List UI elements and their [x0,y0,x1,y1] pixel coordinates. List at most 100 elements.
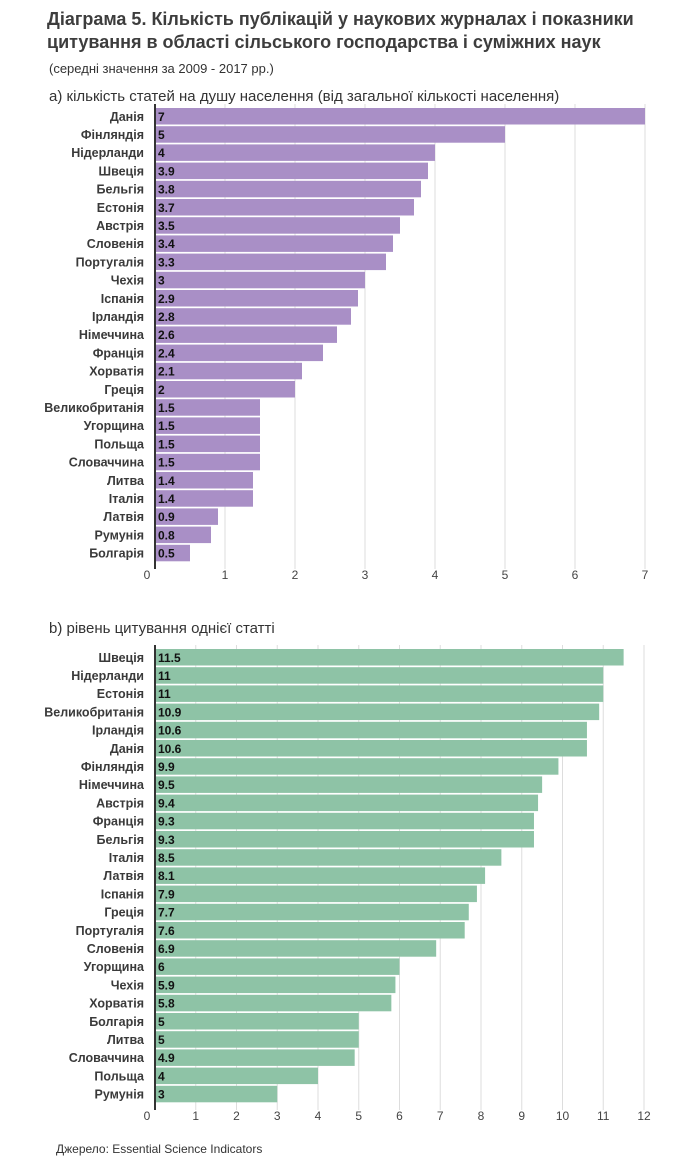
panel-a-data-label: 1.4 [158,474,175,488]
panel-b-bar [155,649,624,666]
panel-a-bar [155,526,211,544]
panel-b-category-label: Фінляндія [81,760,144,774]
panel-a-data-label: 2.1 [158,365,175,379]
panel-a-bar [155,344,323,362]
panel-a-category-label: Данія [110,110,144,124]
panel-a-bar [155,126,505,143]
panel-a-x-tick-label: 1 [222,568,229,582]
source-note: Джерело: Essential Science Indicators [56,1142,263,1156]
panel-b-x-tick-label: 4 [315,1109,322,1123]
panel-a-category-label: Чехія [111,274,144,288]
panel-a-bar [155,544,190,562]
panel-a-data-label: 3 [158,274,165,288]
panel-b-bar [155,812,534,830]
panel-b-category-label: Латвія [103,869,144,883]
panel-a-data-label: 7 [158,110,165,124]
panel-b-bar [155,1031,359,1048]
panel-b-category-label: Чехія [111,978,144,992]
panel-b-bar [155,1013,359,1030]
panel-a-bar [155,271,365,289]
panel-a-category-label: Греція [104,383,144,397]
panel-b-category-label: Естонія [97,687,144,701]
panel-a-category-label: Болгарія [89,547,144,561]
panel-b-category-label: Франція [93,815,144,829]
panel-b-bar [155,667,604,684]
panel-a-category-label: Франція [93,346,144,360]
panel-a-data-label: 3.8 [158,183,175,197]
panel-b-category-label: Данія [110,742,144,756]
panel-b-data-label: 5.8 [158,997,175,1011]
panel-a-category-label: Румунія [95,528,144,542]
panel-b-data-label: 9.3 [158,815,175,829]
panel-b-bar [155,940,437,957]
panel-a-data-label: 1.4 [158,492,175,506]
panel-a-category-label: Угорщина [84,419,145,433]
panel-b-data-label: 10.6 [158,724,182,738]
panel-b-data-label: 10.9 [158,705,182,719]
panel-a-data-label: 2.4 [158,346,175,360]
panel-b-data-label: 5.9 [158,978,175,992]
panel-a-bar [155,199,414,216]
panel-b-x-tick-label: 10 [556,1109,570,1123]
panel-b-category-label: Німеччина [79,778,145,792]
panel-b-bar [155,849,502,866]
panel-a-data-label: 1.5 [158,437,175,451]
panel-a-title: а) кількість статей на душу населення (в… [49,88,560,105]
panel-b-category-label: Італія [109,851,144,865]
panel-a-bar [155,326,337,343]
panel-a-data-label: 3.9 [158,164,175,178]
panel-a-x-tick-label: 2 [292,568,299,582]
panel-b-category-label: Іспанія [101,887,144,901]
panel-b-category-label: Польща [94,1069,145,1083]
panel-b-data-label: 8.1 [158,869,175,883]
panel-a-bar [155,217,400,234]
panel-b-x-tick-label: 5 [355,1109,362,1123]
panel-a-category-label: Австрія [96,219,144,233]
panel-a-category-label: Фінляндія [81,128,144,142]
panel-a-category-label: Італія [109,492,144,506]
panel-a-category-label: Великобританія [44,401,144,415]
panel-b-bar [155,758,559,775]
panel-a-category-label: Литва [107,474,145,488]
panel-b-category-label: Австрія [96,796,144,810]
panel-a-data-label: 1.5 [158,456,175,470]
panel-b-category-label: Словаччина [69,1051,145,1065]
panel-b-bar [155,867,486,884]
panel-a-data-label: 3.5 [158,219,175,233]
panel-b-category-label: Угорщина [84,960,145,974]
panel-b-bar [155,994,392,1012]
panel-a-bar [155,417,260,434]
panel-b-category-label: Словенія [87,942,144,956]
panel-b-category-label: Португалія [76,924,144,938]
panel-a-x-tick-label: 7 [642,568,649,582]
panel-a-data-label: 2.8 [158,310,175,324]
panel-a-bar [155,235,393,252]
panel-b-data-label: 7.9 [158,887,175,901]
panel-b-bar [155,1049,355,1066]
panel-b-data-label: 5 [158,1033,165,1047]
panel-b-data-label: 6 [158,960,165,974]
panel-a-data-label: 3.7 [158,201,175,215]
panel-b-category-label: Хорватія [89,997,144,1011]
panel-b-bar [155,1067,318,1085]
panel-b-data-label: 11 [158,669,171,683]
panel-b-bar [155,958,400,975]
panel-b-category-label: Литва [107,1033,145,1047]
panel-b-data-label: 7.6 [158,924,175,938]
chart-title: Діаграма 5. Кількість публікацій у науко… [47,9,634,52]
panel-a-bar [155,362,302,380]
panel-b-bar [155,903,469,921]
panel-b-category-label: Бельгія [96,833,144,847]
panel-b-x-tick-label: 2 [233,1109,240,1123]
panel-a-bar [155,108,645,125]
panel-b-x-tick-label: 12 [637,1109,651,1123]
panel-a-data-label: 3.3 [158,255,175,269]
panel-a-bar [155,180,421,198]
panel-b-x-tick-label: 8 [478,1109,485,1123]
panel-a-bar [155,490,253,507]
panel-a-bar [155,381,295,398]
panel-b-category-label: Румунія [95,1088,144,1102]
panel-b-bar [155,976,396,994]
panel-b-data-label: 4.9 [158,1051,175,1065]
panel-a-category-label: Ірландія [92,310,144,324]
